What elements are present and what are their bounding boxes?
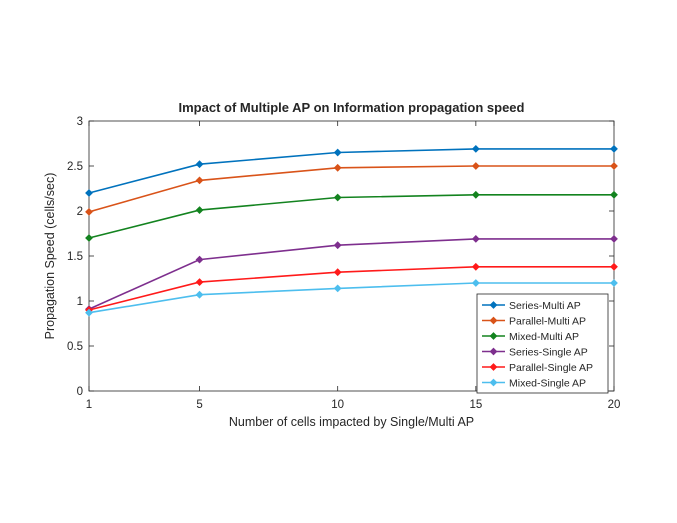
data-point	[85, 308, 93, 317]
data-point	[471, 262, 480, 271]
y-tick-label: 2.5	[67, 161, 83, 173]
series-series-multi-ap	[85, 144, 618, 197]
data-point	[610, 190, 618, 199]
legend-item: Parallel-Single AP	[482, 362, 593, 374]
data-point	[85, 234, 93, 242]
legend-swatch-marker	[489, 363, 498, 371]
data-point	[471, 144, 480, 153]
data-point	[471, 279, 480, 287]
legend-swatch-marker	[489, 332, 498, 340]
legend: Series-Multi AP Parallel-Multi AP Mixed-Mu…	[476, 293, 609, 394]
data-point	[610, 144, 618, 153]
x-tick-label: 5	[196, 399, 202, 411]
data-point	[85, 207, 93, 216]
x-tick-label: 15	[469, 399, 482, 411]
legend-label: Series-Single AP	[509, 347, 588, 359]
legend-label: Parallel-Single AP	[509, 362, 593, 374]
data-point	[333, 148, 342, 157]
series-series-single-ap	[85, 234, 618, 314]
x-axis-label: Number of cells impacted by Single/Multi…	[229, 415, 474, 429]
y-axis-ticks: 0 0.5 1 1.5 2 2.5 3	[67, 116, 614, 398]
x-tick-label: 10	[331, 399, 344, 411]
data-point	[195, 176, 204, 185]
legend-label: Parallel-Multi AP	[509, 316, 586, 328]
legend-item: Series-Single AP	[482, 347, 588, 359]
data-point	[195, 255, 204, 264]
data-point	[195, 160, 204, 169]
x-tick-label: 1	[86, 399, 92, 411]
y-tick-label: 0.5	[67, 341, 83, 353]
legend-swatch-marker	[489, 347, 498, 356]
data-point	[333, 284, 342, 293]
y-tick-label: 1	[77, 296, 83, 308]
data-point	[85, 189, 93, 197]
data-point	[195, 278, 204, 287]
legend-label: Mixed-Multi AP	[509, 331, 579, 343]
y-tick-label: 1.5	[67, 251, 83, 263]
data-point	[333, 241, 342, 250]
data-point	[610, 262, 618, 271]
y-tick-label: 0	[77, 386, 83, 398]
y-tick-label: 3	[77, 116, 83, 128]
y-tick-label: 2	[77, 206, 83, 218]
data-point	[471, 234, 480, 243]
legend-swatch-marker	[489, 378, 498, 387]
series-mixed-multi-ap	[85, 190, 618, 242]
chart-title: Impact of Multiple AP on Information pro…	[179, 100, 525, 115]
data-point	[195, 206, 204, 215]
data-point	[610, 234, 618, 243]
legend-label: Series-Multi AP	[509, 300, 581, 312]
data-point	[610, 279, 618, 287]
data-point	[610, 162, 618, 170]
data-point	[333, 163, 342, 172]
data-point	[471, 162, 480, 170]
legend-box	[476, 293, 609, 394]
legend-item: Series-Multi AP	[482, 300, 581, 312]
legend-label: Mixed-Single AP	[509, 378, 586, 390]
x-tick-label: 20	[608, 399, 621, 411]
series-mixed-single-ap	[85, 279, 618, 317]
data-point	[333, 268, 342, 277]
data-point	[333, 193, 342, 202]
legend-swatch-marker	[489, 316, 498, 325]
series-group	[85, 144, 618, 317]
data-point	[471, 190, 480, 199]
legend-item: Mixed-Single AP	[482, 378, 586, 390]
x-axis-ticks: 1 5 10 15 20	[86, 121, 621, 411]
legend-swatch-marker	[489, 301, 498, 309]
legend-item: Mixed-Multi AP	[482, 331, 579, 343]
series-parallel-multi-ap	[85, 162, 618, 216]
y-axis-label: Propagation Speed (cells/sec)	[43, 173, 57, 340]
legend-item: Parallel-Multi AP	[482, 316, 586, 328]
data-point	[195, 290, 204, 299]
